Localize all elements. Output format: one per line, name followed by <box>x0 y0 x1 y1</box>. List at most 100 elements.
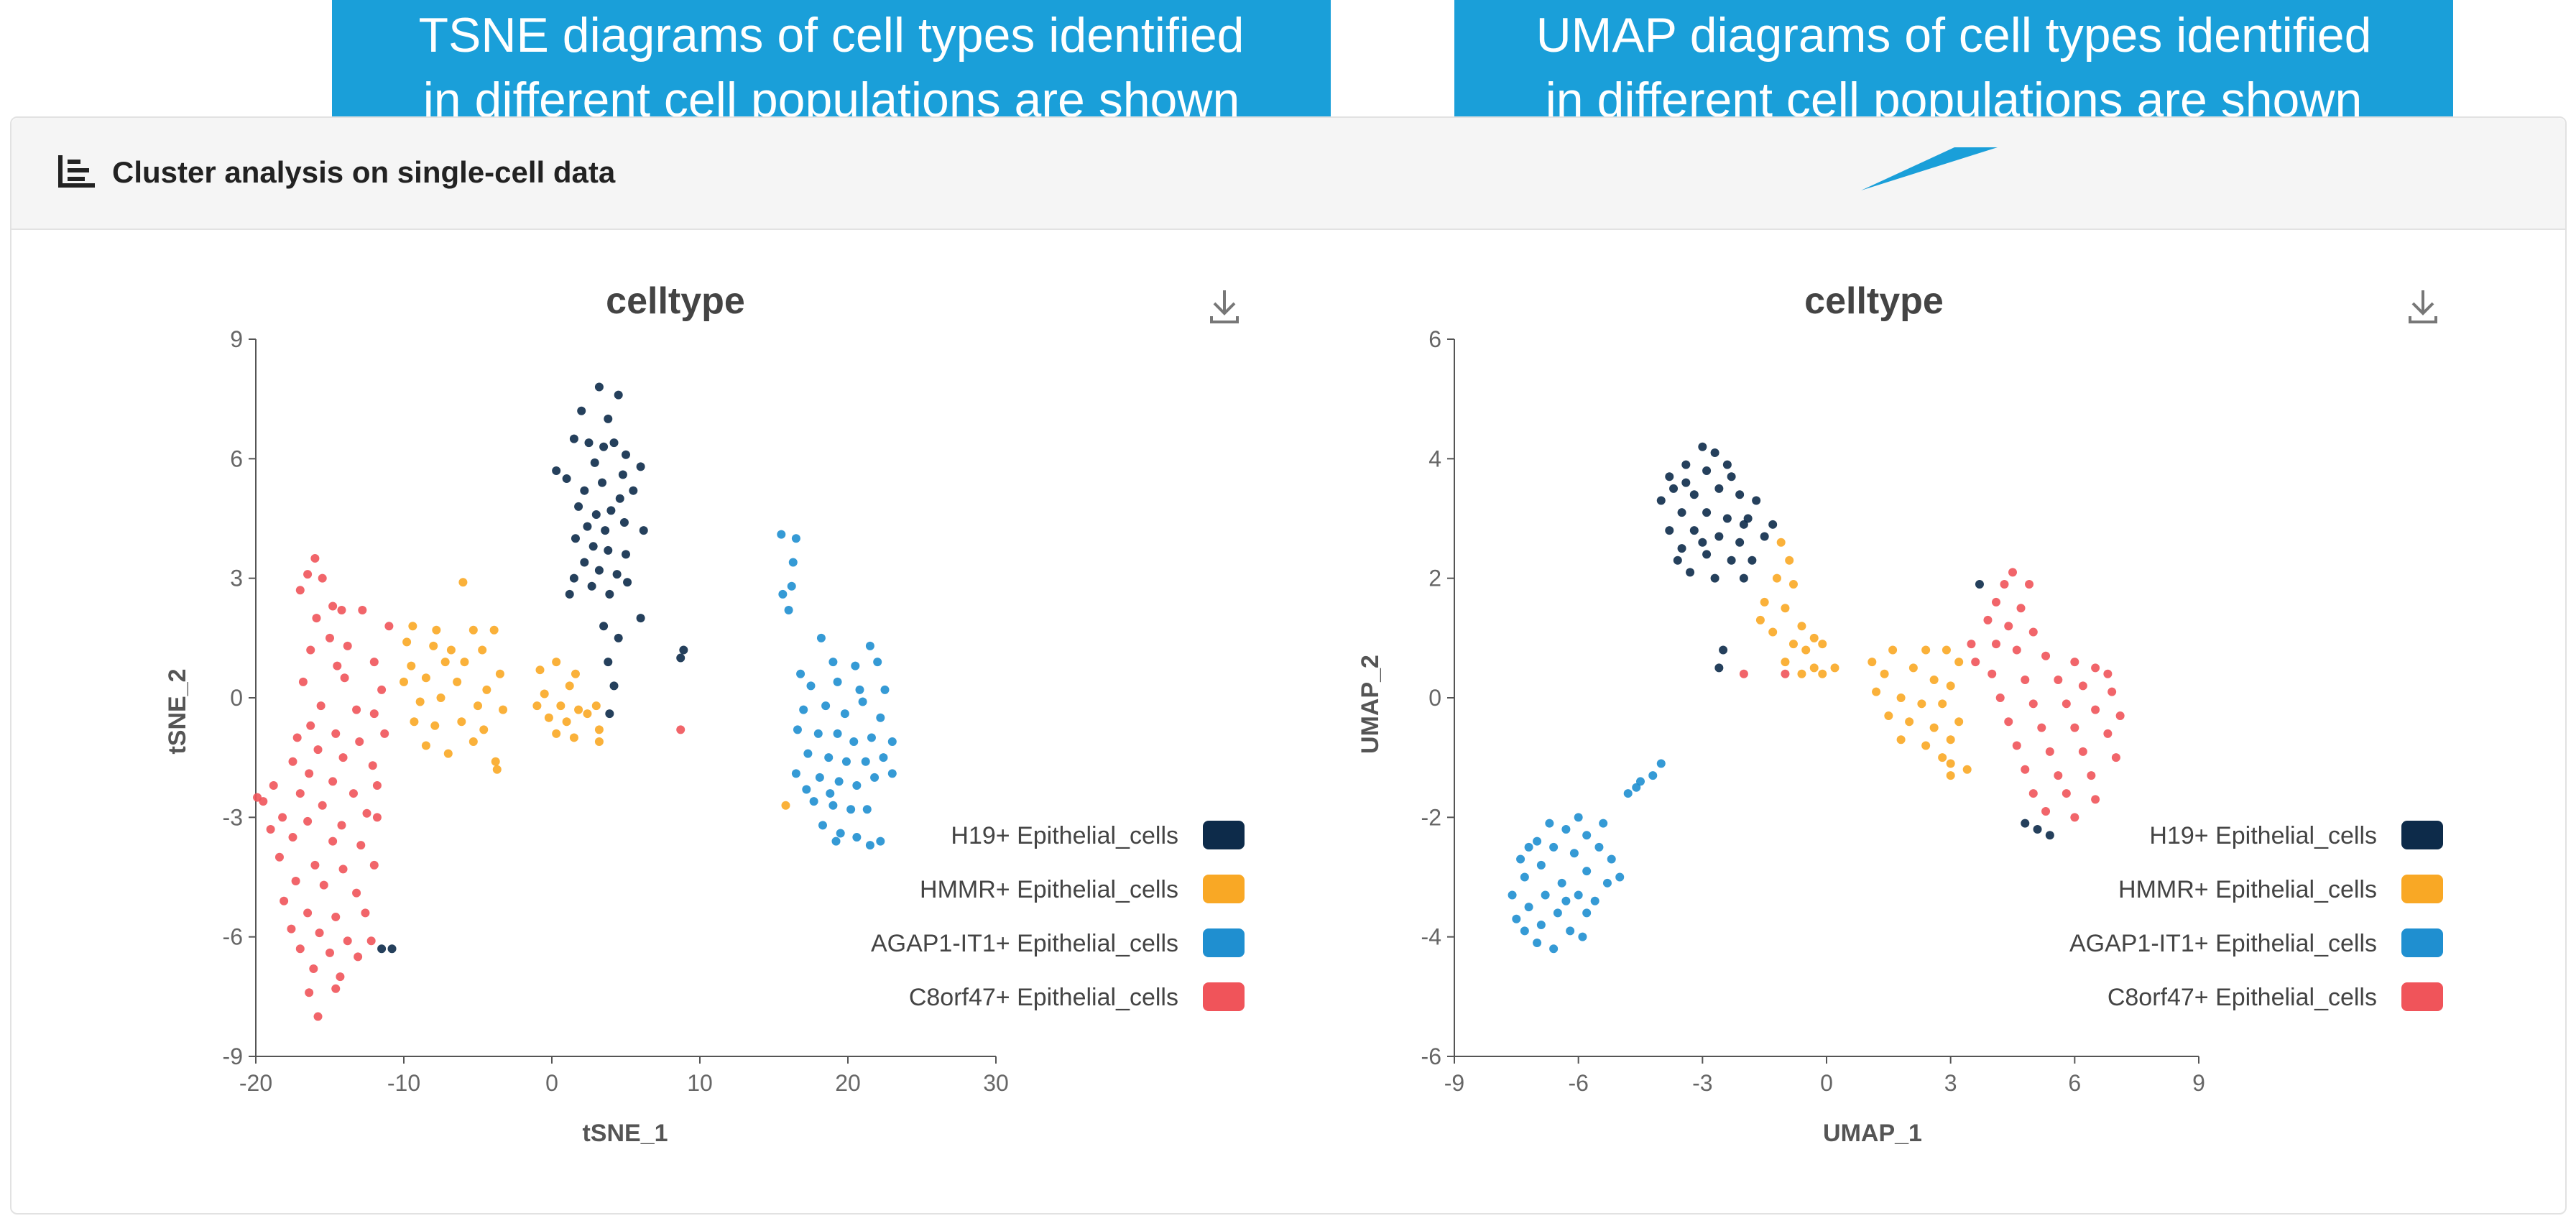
tsne-point-hmmr <box>408 622 417 631</box>
umap-point-agap1 <box>1561 824 1571 834</box>
legend-label: AGAP1-IT1+ Epithelial_cells <box>2069 930 2377 957</box>
download-icon[interactable] <box>1210 290 1239 323</box>
tsne-x-tick-label: -10 <box>387 1070 420 1096</box>
legend-swatch-hmmr[interactable] <box>2401 875 2443 903</box>
umap-point-hmmr <box>1942 645 1951 655</box>
tsne-point-h19 <box>580 486 589 495</box>
tsne-point-hmmr <box>491 757 500 766</box>
tsne-point-c8orf47 <box>331 984 341 993</box>
tsne-point-h19 <box>612 570 622 579</box>
legend-swatch-hmmr[interactable] <box>1203 875 1245 903</box>
legend-swatch-c8orf47[interactable] <box>2401 982 2443 1011</box>
tsne-point-h19 <box>604 545 613 555</box>
tsne-point-c8orf47 <box>338 865 348 874</box>
tsne-point-c8orf47 <box>340 673 349 683</box>
umap-point-agap1 <box>1578 932 1587 941</box>
legend-swatch-agap1[interactable] <box>2401 928 2443 957</box>
umap-point-h19 <box>1689 526 1699 535</box>
tsne-point-agap1 <box>833 677 842 686</box>
tsne-point-c8orf47 <box>313 745 323 755</box>
legend-swatch-h19[interactable] <box>1203 821 1245 849</box>
tsne-point-c8orf47 <box>352 888 361 898</box>
umap-point-c8orf47 <box>2028 699 2038 709</box>
tsne-point-h19 <box>622 550 630 559</box>
umap-point-hmmr <box>1818 640 1827 649</box>
tsne-point-hmmr <box>400 677 408 686</box>
umap-point-agap1 <box>1553 908 1562 918</box>
tsne-point-h19 <box>639 526 648 535</box>
tsne-point-h19 <box>619 518 629 527</box>
panel-title: Cluster analysis on single-cell data <box>112 155 616 189</box>
tsne-point-agap1 <box>802 785 811 794</box>
tsne-point-hmmr <box>468 625 478 635</box>
umap-point-hmmr <box>1954 717 1964 727</box>
tsne-x-axis-label: tSNE_1 <box>582 1120 668 1147</box>
tsne-point-c8orf47 <box>362 808 371 818</box>
umap-point-h19 <box>1760 532 1769 541</box>
tsne-point-c8orf47 <box>287 924 296 934</box>
tsne-point-h19 <box>605 589 614 599</box>
umap-point-h19 <box>1739 520 1748 529</box>
tsne-point-c8orf47 <box>295 944 305 954</box>
umap-point-c8orf47 <box>2025 579 2034 589</box>
umap-point-hmmr <box>1797 669 1806 678</box>
tsne-x-tick-label: 0 <box>545 1070 558 1096</box>
legend-swatch-c8orf47[interactable] <box>1203 982 1245 1011</box>
tsne-point-c8orf47 <box>337 821 346 830</box>
umap-point-c8orf47 <box>2103 729 2113 738</box>
tsne-point-h19 <box>588 542 598 551</box>
tsne-point-c8orf47 <box>328 836 338 846</box>
tsne-point-hmmr <box>429 641 438 650</box>
tsne-point-agap1 <box>824 753 834 762</box>
umap-point-h19 <box>1702 550 1712 559</box>
umap-point-c8orf47 <box>1988 669 1997 678</box>
umap-point-h19 <box>1727 556 1736 565</box>
tsne-x-tick-label: -20 <box>239 1070 272 1096</box>
umap-point-agap1 <box>1582 831 1592 840</box>
tsne-point-c8orf47 <box>310 553 320 563</box>
tsne-point-hmmr <box>540 689 549 699</box>
umap-point-hmmr <box>1905 717 1914 727</box>
tsne-point-agap1 <box>813 729 823 738</box>
tsne-point-h19 <box>387 944 397 954</box>
tsne-point-h19 <box>590 458 599 467</box>
umap-point-hmmr <box>1938 699 1947 709</box>
umap-point-c8orf47 <box>2008 568 2017 577</box>
tsne-point-c8orf47 <box>253 793 262 802</box>
umap-point-h19 <box>2033 824 2042 834</box>
tsne-point-agap1 <box>828 658 838 667</box>
tsne-point-agap1 <box>852 780 862 790</box>
download-icon[interactable] <box>2409 290 2437 323</box>
umap-point-c8orf47 <box>1739 669 1748 678</box>
tsne-point-agap1 <box>849 737 859 746</box>
tsne-point-c8orf47 <box>316 701 326 711</box>
umap-point-agap1 <box>1623 789 1633 798</box>
tsne-point-h19 <box>591 510 601 519</box>
tsne-point-agap1 <box>836 829 845 838</box>
tsne-y-tick-label: -9 <box>223 1043 243 1069</box>
umap-point-h19 <box>1710 573 1719 583</box>
umap-point-c8orf47 <box>1995 693 2005 702</box>
umap-point-agap1 <box>1594 842 1604 852</box>
tsne-point-hmmr <box>421 741 430 750</box>
legend-swatch-agap1[interactable] <box>1203 928 1245 957</box>
tsne-point-hmmr <box>421 673 430 683</box>
legend-swatch-h19[interactable] <box>2401 821 2443 849</box>
umap-point-hmmr <box>1888 645 1898 655</box>
tsne-point-c8orf47 <box>303 570 313 579</box>
umap-point-c8orf47 <box>2054 676 2063 685</box>
tsne-point-agap1 <box>846 805 856 814</box>
tsne-point-h19 <box>577 406 586 415</box>
tsne-point-h19 <box>604 414 613 423</box>
tsne-point-h19 <box>594 382 604 392</box>
legend-label: C8orf47+ Epithelial_cells <box>2108 984 2377 1011</box>
umap-point-h19 <box>2021 819 2030 828</box>
tsne-point-c8orf47 <box>288 833 297 842</box>
tsne-point-c8orf47 <box>326 948 334 957</box>
tsne-point-h19 <box>622 450 630 459</box>
tsne-point-h19 <box>587 581 596 591</box>
umap-y-tick-label: -4 <box>1421 924 1441 950</box>
tsne-y-axis-label: tSNE_2 <box>164 668 191 754</box>
tsne-point-hmmr <box>556 701 565 711</box>
